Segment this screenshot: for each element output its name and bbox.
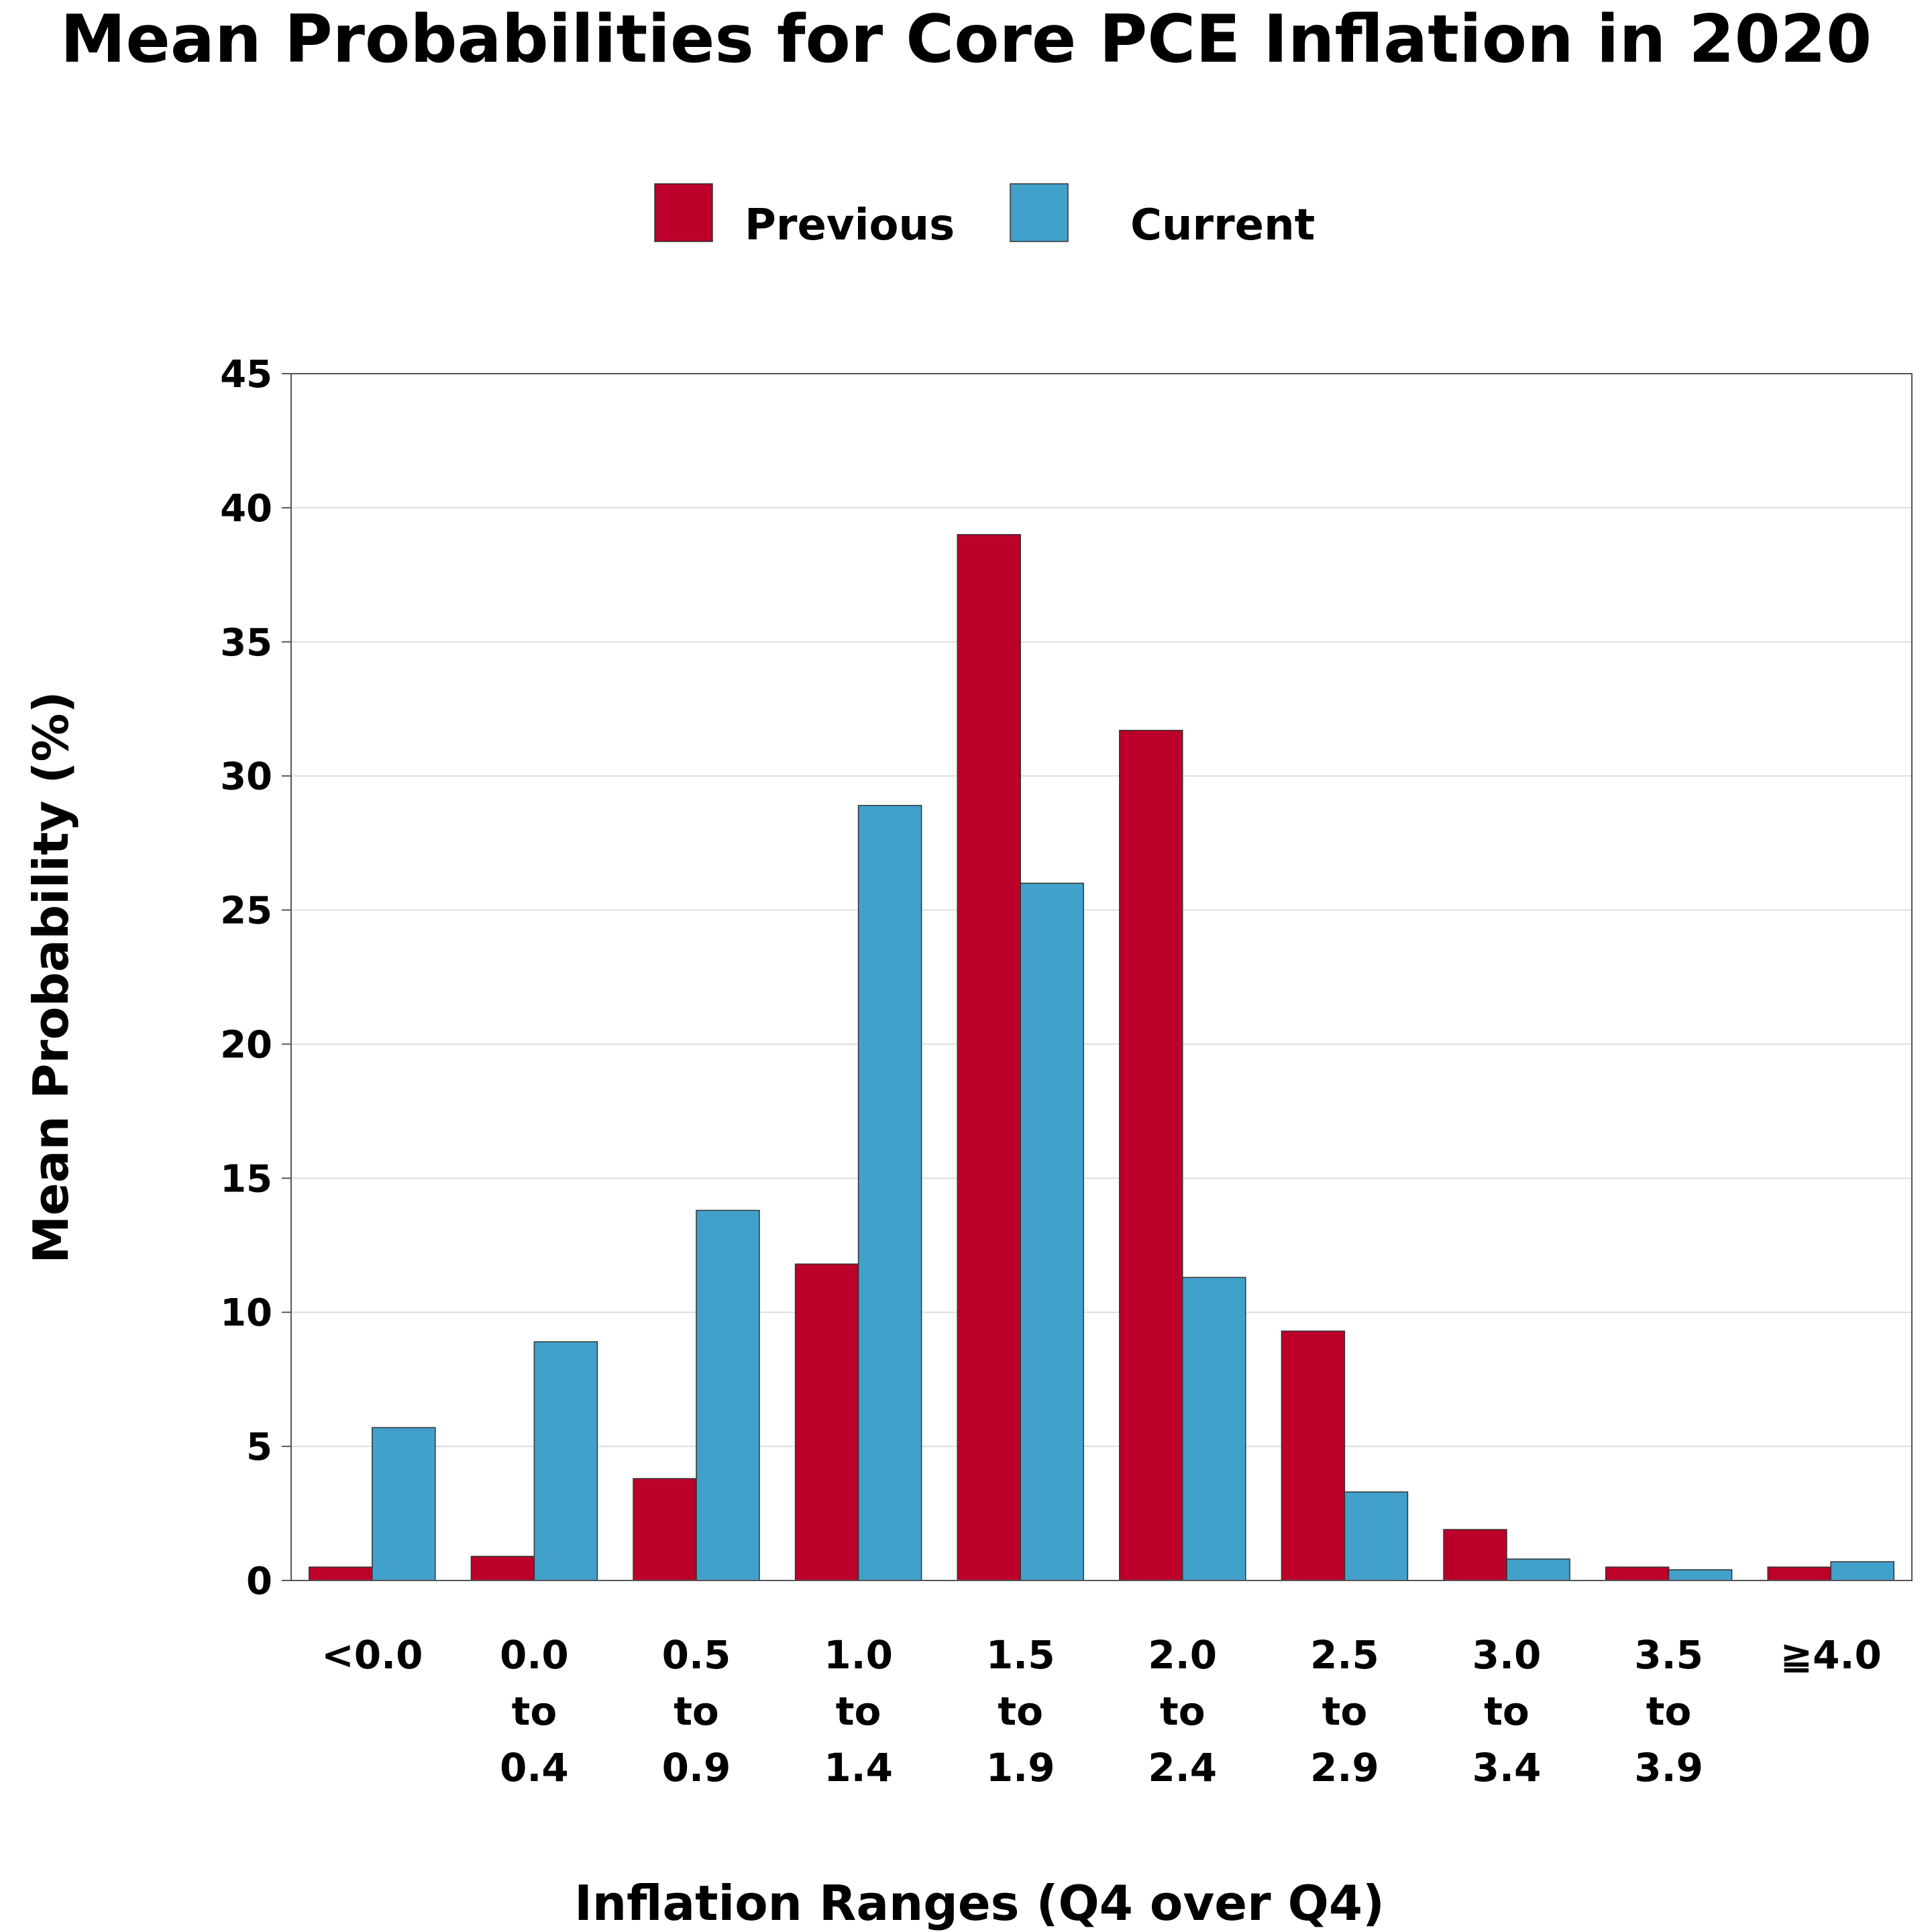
bars <box>309 534 1894 1581</box>
x-axis: <0.0 0.0 to 0.4 0.5 to 0.9 1.0 to 1.4 1.5 to 1.9 2.0 t… <box>321 1632 1882 1790</box>
x-tick-label: 0.0 <box>500 1632 569 1678</box>
bar-previous <box>794 1263 859 1581</box>
x-tick-label: to <box>1160 1688 1205 1734</box>
bar-current <box>372 1427 436 1581</box>
y-tick-label: 35 <box>220 621 272 665</box>
bar-previous <box>633 1478 697 1581</box>
x-tick-label: 2.9 <box>1310 1745 1379 1790</box>
bar-previous <box>1767 1566 1831 1581</box>
y-tick-label: 10 <box>220 1291 272 1335</box>
chart-title: Mean Probabilities for Core PCE Inflatio… <box>60 1 1872 78</box>
x-tick-label: 3.0 <box>1472 1632 1542 1678</box>
y-tick-label: 25 <box>220 890 272 933</box>
y-tick-label: 30 <box>220 755 272 799</box>
x-tick-label: 3.5 <box>1634 1632 1703 1678</box>
x-tick-label: 1.4 <box>824 1745 893 1790</box>
bar-current <box>1668 1569 1733 1581</box>
x-tick-label: 0.4 <box>500 1745 569 1790</box>
bar-current <box>1182 1277 1246 1581</box>
bar-previous <box>1119 729 1183 1581</box>
x-tick-label: 0.5 <box>662 1632 731 1678</box>
bar-previous <box>309 1566 373 1581</box>
legend-swatch-current <box>1010 183 1069 242</box>
x-tick-label: to <box>998 1688 1043 1734</box>
x-tick-label: 1.0 <box>824 1632 893 1678</box>
bar-current <box>857 804 922 1581</box>
bar-current <box>1344 1491 1409 1581</box>
legend-label-previous: Previous <box>745 201 955 250</box>
y-tick-label: 15 <box>220 1157 272 1201</box>
x-tick-label: 0.9 <box>662 1745 731 1790</box>
x-tick-label: 2.4 <box>1148 1745 1217 1790</box>
y-axis-title: Mean Probability (%) <box>23 691 79 1263</box>
x-tick-label: 3.4 <box>1472 1745 1542 1790</box>
bar-previous <box>957 534 1021 1581</box>
gridlines <box>291 506 1912 1448</box>
x-tick-label: 1.9 <box>986 1745 1055 1790</box>
x-tick-label: 1.5 <box>986 1632 1055 1678</box>
x-tick-label: to <box>512 1688 557 1734</box>
x-tick-label: 3.9 <box>1634 1745 1703 1790</box>
x-tick-label: 2.5 <box>1310 1632 1379 1678</box>
x-tick-label: to <box>836 1688 881 1734</box>
x-axis-title: Inflation Ranges (Q4 over Q4) <box>574 1875 1385 1931</box>
bar-previous <box>1605 1566 1670 1581</box>
y-tick-label: 45 <box>220 353 272 396</box>
x-tick-label: 2.0 <box>1148 1632 1217 1678</box>
y-axis: 0 5 10 15 20 25 30 35 40 45 <box>220 353 291 1603</box>
bar-current <box>533 1341 598 1581</box>
bar-current <box>696 1210 760 1581</box>
legend-label-current: Current <box>1130 201 1315 250</box>
x-tick-label: to <box>1322 1688 1368 1734</box>
x-tick-label: to <box>1484 1688 1529 1734</box>
y-tick-label: 20 <box>220 1023 272 1067</box>
legend-swatch-previous <box>654 183 713 242</box>
y-tick-label: 5 <box>246 1426 272 1469</box>
bar-previous <box>1281 1330 1346 1581</box>
x-tick-label: to <box>674 1688 719 1734</box>
bar-current <box>1830 1561 1894 1581</box>
y-tick-label: 40 <box>220 487 272 531</box>
y-tick-label: 0 <box>246 1560 272 1603</box>
bar-current <box>1506 1558 1570 1581</box>
bar-previous <box>1443 1529 1507 1581</box>
bar-previous <box>470 1556 535 1581</box>
bar-current <box>1020 882 1084 1581</box>
plot-frame <box>290 373 1913 1581</box>
legend: Previous Current <box>654 183 1315 250</box>
x-tick-label: ≧4.0 <box>1780 1632 1882 1678</box>
x-tick-label: to <box>1646 1688 1692 1734</box>
x-tick-label: <0.0 <box>321 1632 423 1678</box>
